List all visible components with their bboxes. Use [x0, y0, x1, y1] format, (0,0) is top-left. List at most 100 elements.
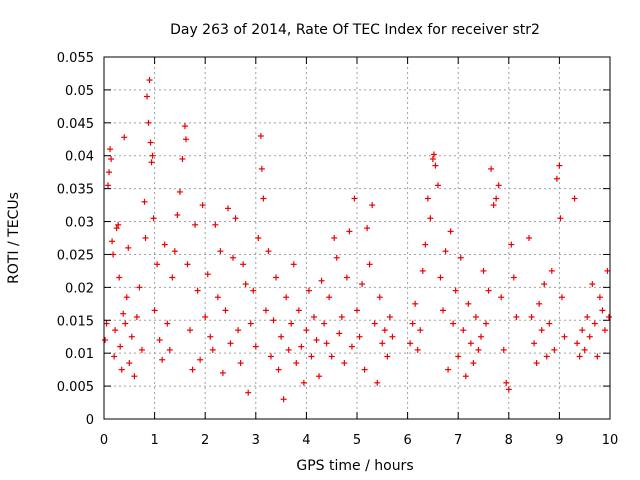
data-point — [115, 221, 122, 228]
data-point — [503, 379, 510, 386]
data-point — [480, 267, 487, 274]
data-point — [364, 225, 371, 232]
data-point — [528, 313, 535, 320]
y-tick-label: 0.005 — [57, 380, 94, 395]
data-point — [326, 294, 333, 301]
data-point — [437, 274, 444, 281]
data-point — [553, 175, 560, 182]
x-tick-label: 9 — [555, 433, 563, 448]
data-point — [145, 119, 152, 126]
data-point — [298, 343, 305, 350]
y-tick-label: 0.01 — [65, 347, 94, 362]
data-point — [369, 202, 376, 209]
x-tick-label: 1 — [150, 433, 158, 448]
data-point — [581, 346, 588, 353]
data-point — [174, 211, 181, 218]
data-point — [147, 139, 154, 146]
data-point — [531, 340, 538, 347]
data-point — [142, 235, 149, 241]
x-tick-label: 8 — [505, 433, 513, 448]
data-point — [262, 307, 269, 314]
data-point — [118, 366, 125, 373]
data-point — [164, 320, 171, 327]
data-point — [333, 254, 340, 261]
data-point — [285, 346, 292, 353]
data-point — [457, 254, 464, 261]
data-point — [106, 169, 113, 176]
data-point — [323, 340, 330, 347]
data-point — [217, 248, 224, 255]
data-points — [102, 77, 612, 403]
data-point — [103, 320, 110, 327]
data-point — [354, 307, 360, 314]
data-point — [604, 267, 611, 274]
data-point — [429, 156, 436, 163]
data-point — [589, 281, 596, 288]
data-point — [187, 327, 194, 334]
data-point — [171, 248, 178, 255]
data-point — [379, 340, 386, 347]
data-point — [192, 221, 199, 228]
data-point — [270, 317, 277, 324]
data-point — [343, 274, 350, 281]
data-point — [120, 310, 127, 317]
data-point — [300, 379, 307, 386]
data-point — [235, 327, 242, 334]
y-tick-label: 0 — [86, 413, 94, 428]
data-point — [477, 333, 484, 340]
y-tick-label: 0.03 — [65, 216, 94, 231]
data-point — [250, 287, 257, 294]
data-point — [361, 366, 368, 373]
data-point — [447, 228, 454, 235]
data-point — [214, 294, 221, 301]
data-point — [265, 248, 272, 255]
data-point — [202, 313, 209, 320]
data-point — [107, 146, 114, 153]
data-point — [138, 346, 145, 353]
data-point — [283, 294, 290, 301]
data-point — [485, 287, 492, 294]
data-point — [232, 215, 239, 222]
data-point — [141, 198, 148, 205]
data-point — [149, 152, 156, 159]
data-point — [133, 313, 140, 320]
data-point — [199, 202, 206, 209]
data-point — [321, 320, 328, 327]
data-point — [212, 221, 219, 228]
data-point — [308, 353, 315, 360]
data-point — [219, 369, 226, 376]
data-point — [475, 346, 482, 353]
data-point — [113, 225, 120, 232]
data-point — [105, 182, 112, 189]
data-point — [146, 77, 153, 84]
data-point — [548, 267, 555, 274]
data-point — [122, 320, 129, 327]
data-point — [227, 340, 234, 347]
x-axis: 0 1 2 3 4 5 6 7 8 9 10 — [100, 57, 618, 448]
data-point — [179, 156, 186, 163]
data-point — [290, 261, 297, 268]
x-tick-label: 2 — [201, 433, 209, 448]
data-point — [356, 333, 363, 340]
data-point — [427, 215, 434, 222]
data-point — [125, 244, 132, 251]
data-point — [156, 337, 163, 344]
data-point — [131, 373, 138, 380]
data-point — [161, 241, 168, 248]
data-point — [126, 360, 133, 367]
data-point — [273, 274, 280, 281]
data-point — [417, 327, 424, 334]
data-point — [224, 205, 231, 212]
data-point — [493, 195, 500, 202]
data-point — [596, 294, 603, 301]
data-point — [189, 366, 196, 373]
data-point — [500, 346, 507, 353]
data-point — [123, 294, 130, 301]
data-point — [247, 320, 254, 327]
data-point — [561, 333, 568, 340]
y-tick-label: 0.045 — [57, 117, 94, 132]
data-point — [546, 320, 553, 327]
data-point — [194, 287, 201, 294]
data-point — [313, 337, 320, 344]
data-point — [508, 241, 515, 248]
